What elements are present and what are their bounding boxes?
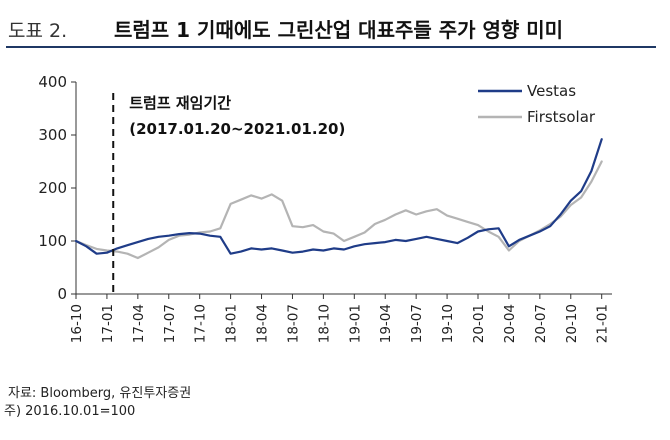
x-tick-label: 18-10 [316,304,332,343]
x-tick-label: 17-01 [100,304,116,343]
chart-header: 도표 2. 트럼프 1 기때에도 그린산업 대표주들 주가 영향 미미 [6,6,656,48]
series-line-vestas [74,138,603,255]
y-tick-label: 100 [38,232,67,250]
x-tick-label: 20-07 [533,304,549,343]
series-line-firstsolar [74,160,603,260]
x-tick-label: 18-04 [255,304,271,343]
legend-label-vestas: Vestas [527,82,576,100]
chart-title: 트럼프 1 기때에도 그린산업 대표주들 주가 영향 미미 [114,18,564,42]
x-tick-label: 19-07 [409,304,425,343]
x-tick-label: 17-10 [193,304,209,343]
x-tick-label: 19-04 [378,304,394,343]
base-note: 주) 2016.10.01=100 [4,404,136,419]
x-tick-label: 19-01 [347,304,363,343]
x-tick-label: 18-01 [224,304,240,343]
y-tick-label: 0 [57,285,67,303]
x-tick-label: 17-07 [162,304,178,343]
legend-label-firstsolar: Firstsolar [527,108,596,126]
y-tick-label: 200 [38,179,67,197]
y-tick-label: 400 [38,73,67,91]
x-tick-label: 20-01 [471,304,487,343]
x-tick-label: 20-10 [564,304,580,343]
x-tick-label: 17-04 [131,304,147,343]
annotation-label: 트럼프 재임기간 [129,94,231,112]
x-tick-label: 18-07 [285,304,301,343]
figure-number: 도표 2. [8,20,68,42]
x-tick-label: 16-10 [69,304,85,343]
source-note: 자료: Bloomberg, 유진투자증권 [8,386,192,401]
annotation-period: (2017.01.20~2021.01.20) [129,120,345,138]
y-tick-label: 300 [38,126,67,144]
x-tick-label: 20-04 [502,304,518,343]
x-tick-label: 19-10 [440,304,456,343]
x-tick-label: 21-01 [595,304,611,343]
